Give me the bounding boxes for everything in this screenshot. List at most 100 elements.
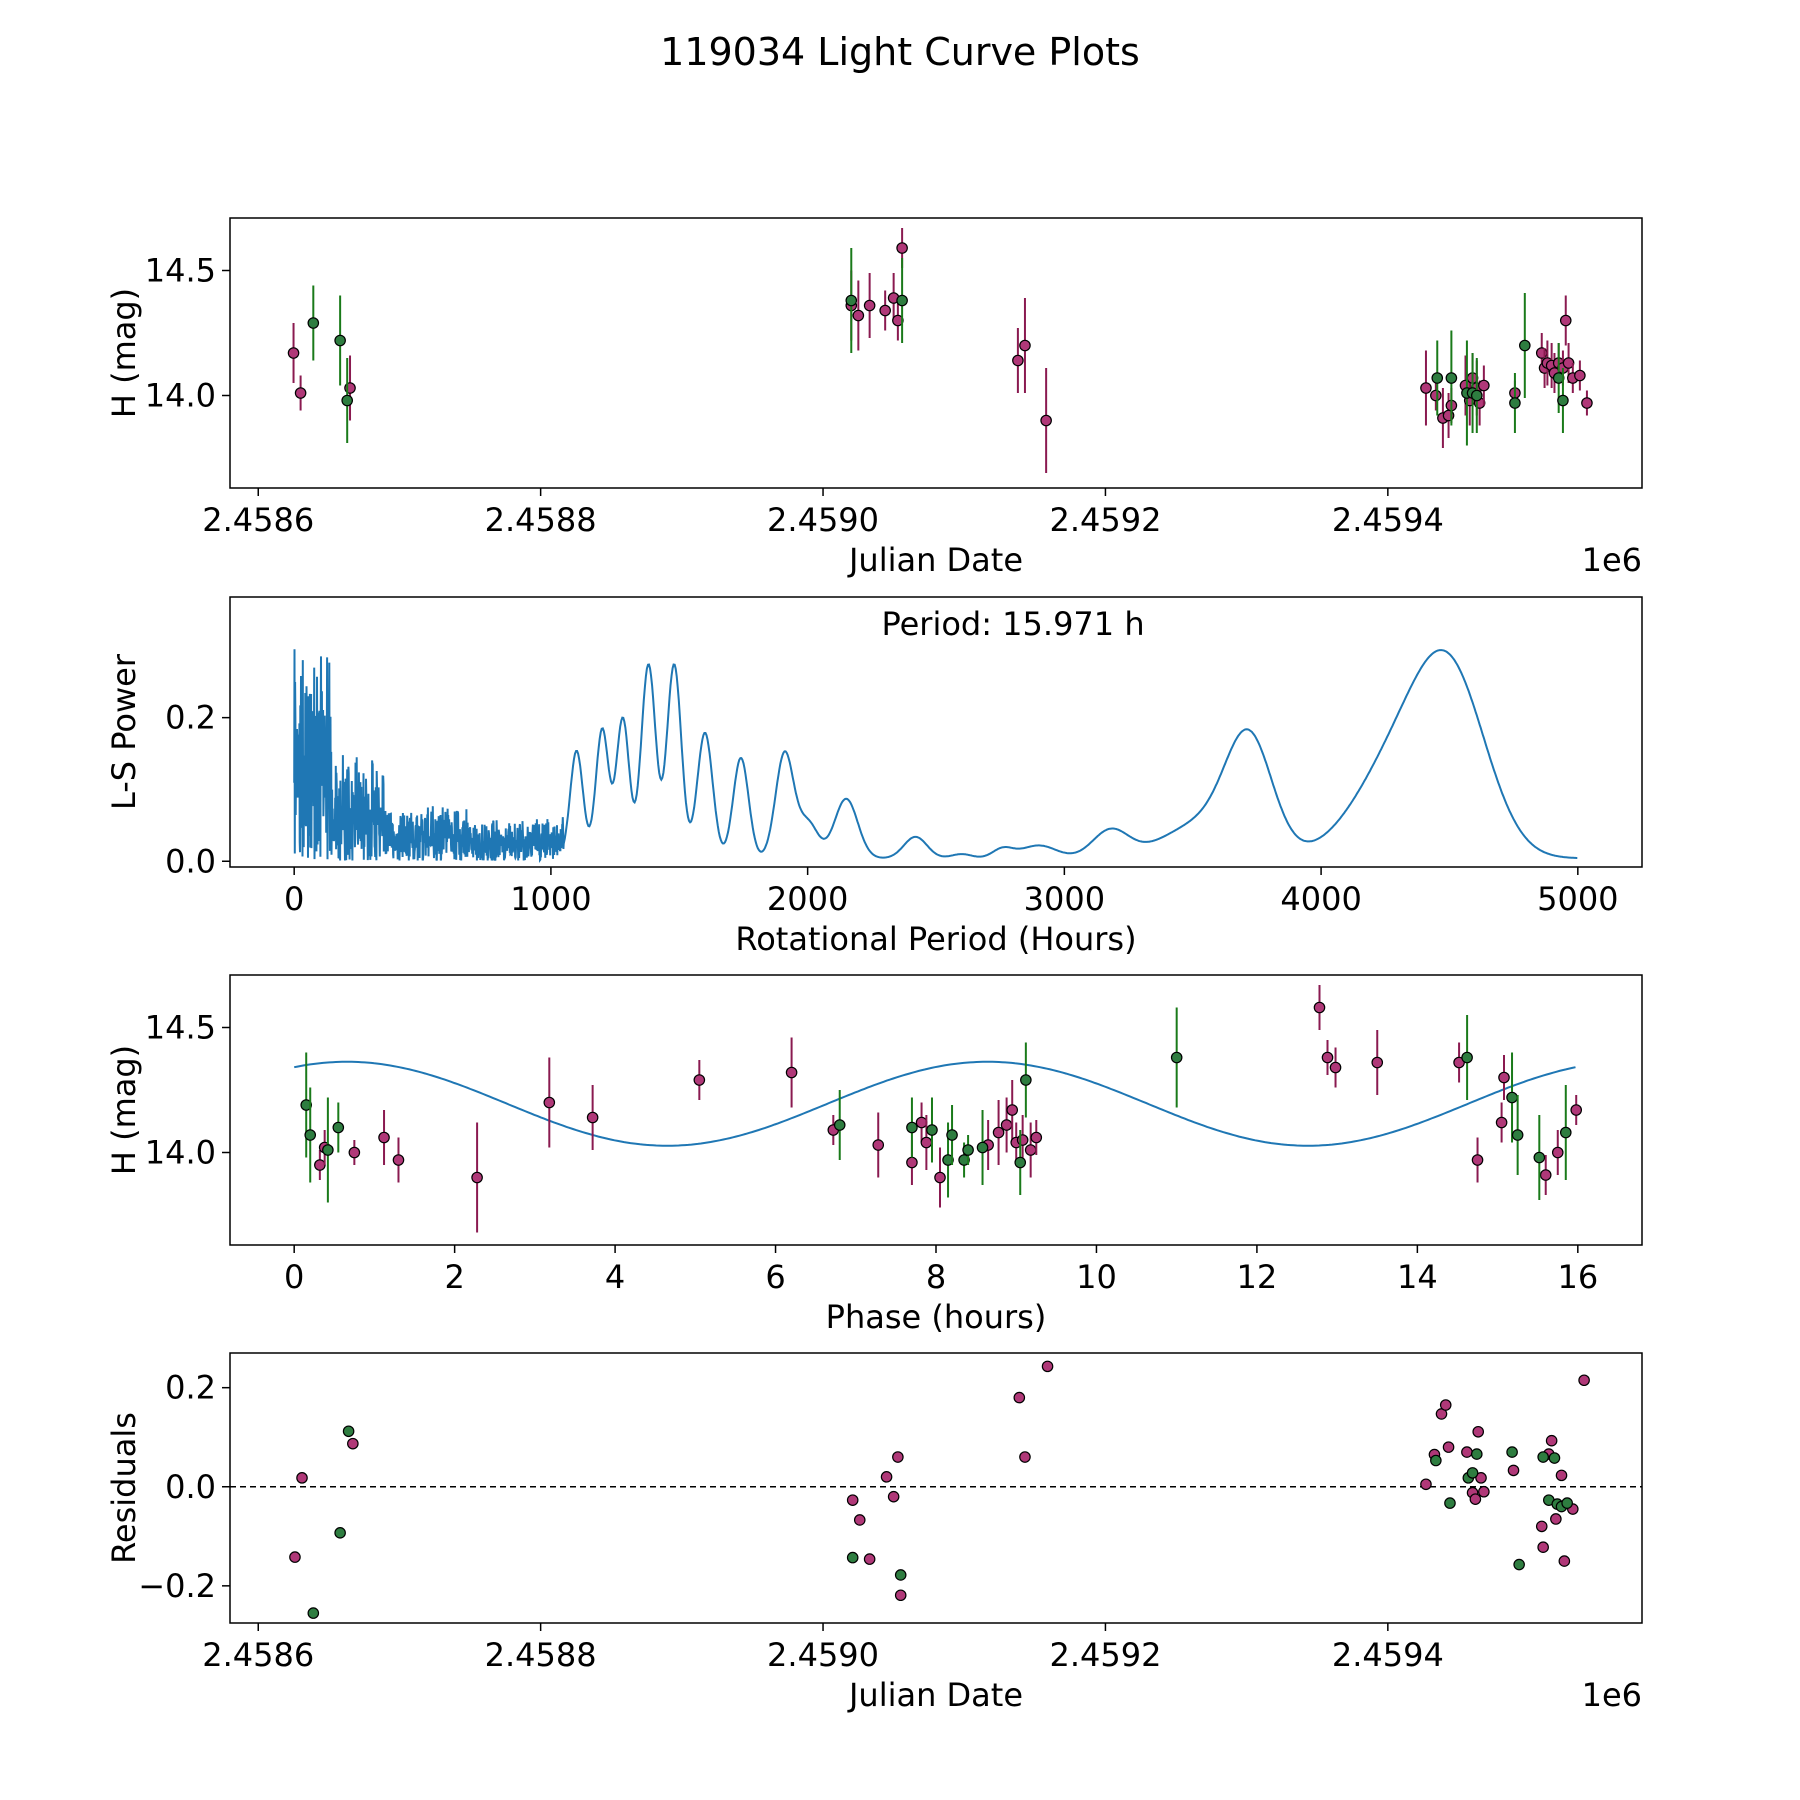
data-point-magenta — [586, 1111, 599, 1124]
data-point-magenta — [1475, 1472, 1487, 1484]
data-point-magenta — [1495, 1116, 1508, 1129]
data-point-magenta — [1574, 369, 1586, 382]
y-tick-label: 14.0 — [145, 1134, 216, 1172]
data-point-magenta — [1439, 1399, 1452, 1411]
x-offset-label: 1e6 — [1582, 1676, 1642, 1714]
data-point-magenta — [1371, 1056, 1384, 1069]
data-point-magenta — [896, 242, 908, 254]
data-point-magenta — [1321, 1051, 1334, 1064]
data-point-green — [1506, 1091, 1518, 1104]
data-point-magenta — [314, 1159, 326, 1171]
data-point-magenta — [880, 1471, 893, 1483]
data-point-green — [342, 1425, 355, 1438]
data-point-magenta — [1478, 379, 1490, 392]
data-point-green — [1519, 339, 1531, 352]
data-point-green — [894, 1569, 907, 1581]
data-point-magenta — [392, 1154, 405, 1166]
plot-frame — [229, 596, 1643, 868]
data-point-magenta — [1040, 414, 1052, 427]
data-point-magenta — [1030, 1131, 1043, 1144]
x-tick-label: 16 — [1557, 1258, 1598, 1296]
y-tick-label: 0.0 — [165, 1468, 216, 1506]
x-axis-label: Julian Date — [847, 1676, 1023, 1714]
data-point-magenta — [863, 299, 876, 312]
data-point-magenta — [347, 1437, 359, 1450]
data-point-green — [1431, 372, 1444, 384]
data-point-green — [1466, 1467, 1479, 1479]
periodogram-line — [293, 649, 1578, 863]
data-point-green — [962, 1144, 974, 1156]
data-point-magenta — [1581, 397, 1593, 409]
data-point-green — [976, 1141, 989, 1154]
data-point-green — [1461, 1051, 1473, 1064]
data-point-magenta — [1420, 382, 1432, 394]
x-tick-label: 2.4590 — [767, 501, 879, 539]
x-offset-label: 1e6 — [1582, 541, 1642, 579]
data-point-magenta — [1535, 1520, 1548, 1533]
data-point-magenta — [915, 1116, 928, 1129]
data-point-magenta — [1019, 1451, 1031, 1463]
data-point-magenta — [1478, 1485, 1490, 1498]
data-point-magenta — [1551, 1146, 1564, 1159]
x-tick-label: 2.4590 — [767, 1636, 879, 1674]
y-tick-label: 0.0 — [165, 842, 216, 880]
data-point-magenta — [1329, 1061, 1342, 1074]
y-tick-label: 14.5 — [145, 252, 216, 290]
x-tick-label: 2 — [444, 1258, 464, 1296]
data-point-magenta — [1019, 339, 1031, 352]
data-point-green — [1561, 1497, 1573, 1509]
data-point-magenta — [887, 1490, 900, 1503]
data-point-green — [1509, 397, 1521, 409]
data-point-magenta — [1550, 1513, 1562, 1525]
data-point-magenta — [287, 347, 300, 359]
data-point-magenta — [892, 1451, 904, 1463]
data-point-magenta — [1539, 1169, 1552, 1181]
data-point-magenta — [1469, 1493, 1482, 1505]
data-point-green — [1020, 1074, 1032, 1086]
data-point-green — [1511, 1129, 1524, 1141]
x-tick-label: 1000 — [510, 880, 591, 918]
x-tick-label: 2.4588 — [485, 501, 597, 539]
data-point-green — [906, 1121, 918, 1134]
data-point-magenta — [1024, 1144, 1037, 1156]
data-point-magenta — [872, 1139, 885, 1151]
data-point-magenta — [853, 1514, 866, 1526]
data-point-magenta — [1558, 1555, 1571, 1567]
y-tick-label: 0.2 — [165, 1369, 216, 1407]
y-axis-label: H (mag) — [105, 1045, 143, 1175]
plot-frame — [229, 974, 1643, 1246]
x-tick-label: 2.4588 — [485, 1636, 597, 1674]
plot-frame — [229, 217, 1643, 489]
data-point-green — [1513, 1558, 1525, 1571]
data-point-magenta — [1545, 1434, 1558, 1447]
data-point-green — [1014, 1156, 1027, 1169]
lightcurve-points — [287, 228, 1593, 473]
x-tick-label: 0 — [284, 880, 304, 918]
data-point-magenta — [289, 1551, 301, 1563]
x-tick-label: 2.4586 — [202, 501, 314, 539]
data-point-green — [1445, 372, 1458, 384]
data-point-green — [341, 394, 353, 407]
data-point-magenta — [1012, 354, 1024, 367]
y-tick-label: 0.2 — [165, 699, 216, 737]
periodogram-panel: 0 1000 2000 3000 4000 5000 0.0 0.2 Rotational Pe… — [105, 596, 1643, 958]
data-point-magenta — [894, 1589, 907, 1602]
data-point-magenta — [1041, 1360, 1054, 1373]
residuals-panel: 2.4586 2.4588 2.4590 2.4592 2.4594 −0.2 0.0 0.2… — [105, 1352, 1643, 1714]
data-point-magenta — [296, 1472, 308, 1484]
data-point-green — [334, 1527, 346, 1539]
data-point-magenta — [863, 1553, 876, 1565]
x-tick-label: 6 — [765, 1258, 785, 1296]
data-point-magenta — [378, 1131, 390, 1144]
data-point-magenta — [1498, 1071, 1510, 1084]
residuals-points — [289, 1360, 1590, 1619]
x-tick-label: 10 — [1076, 1258, 1117, 1296]
data-point-green — [1533, 1151, 1546, 1164]
data-point-green — [1444, 1497, 1456, 1509]
data-point-magenta — [906, 1156, 918, 1169]
x-axis-label: Phase (hours) — [826, 1298, 1047, 1336]
x-tick-label: 2.4594 — [1332, 1636, 1444, 1674]
data-point-magenta — [879, 304, 891, 317]
data-point-magenta — [1442, 1441, 1455, 1453]
